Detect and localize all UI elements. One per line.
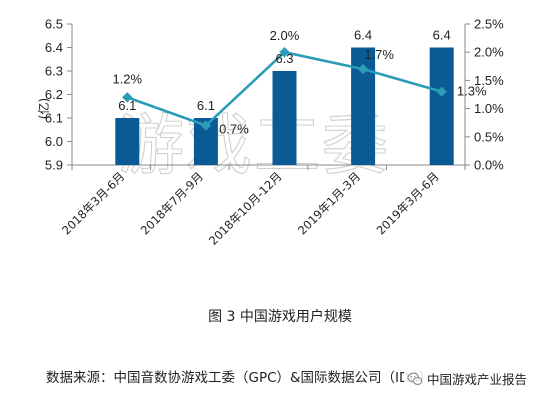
bar-value-label: 6.3 bbox=[275, 51, 293, 66]
right-tick-label: 1.0% bbox=[474, 101, 504, 116]
line-value-label: 2.0% bbox=[270, 28, 300, 43]
left-tick-label: 6.4 bbox=[45, 40, 63, 55]
chart-svg: 游戏工委 5.9 6.0 6.1 6.2 6.3 6.4 6.5 0.0% 0.5% 1.0% 1.… bbox=[36, 17, 504, 248]
category-label: 2018年3月-6月 bbox=[59, 169, 127, 237]
line-point bbox=[200, 120, 212, 131]
wechat-icon bbox=[407, 372, 423, 385]
left-tick-label: 6.1 bbox=[45, 111, 63, 126]
bar-value-label: 6.4 bbox=[433, 28, 451, 43]
line-series bbox=[122, 47, 447, 131]
right-tick-label: 2.5% bbox=[474, 17, 504, 32]
brand-name: 中国游戏产业报告 bbox=[427, 372, 528, 387]
bar-value-label: 6.1 bbox=[197, 98, 215, 113]
line-value-label: 1.7% bbox=[364, 47, 394, 62]
line-value-label: 1.3% bbox=[457, 84, 487, 99]
right-tick-label: 1.5% bbox=[474, 73, 504, 88]
bar-value-label: 6.4 bbox=[354, 28, 372, 43]
left-tick-label: 6.3 bbox=[45, 64, 63, 79]
line-point bbox=[436, 86, 447, 97]
line-point bbox=[357, 63, 369, 75]
left-tick-label: 6.5 bbox=[45, 17, 63, 32]
watermark-text: 游戏工委 bbox=[118, 107, 390, 184]
right-tick-label: 0.0% bbox=[474, 158, 504, 173]
left-axis-label: (亿) bbox=[36, 98, 51, 119]
data-labels: 6.1 6.1 6.3 6.4 6.4 1.2% 0.7% 2.0% 1.7% 1.3% bbox=[112, 28, 486, 137]
bar bbox=[115, 118, 140, 165]
line-value-label: 0.7% bbox=[219, 122, 249, 137]
left-tick-label: 6.0 bbox=[45, 134, 63, 149]
watermark: 游戏工委 bbox=[117, 106, 390, 184]
figure-caption: 图 3 中国游戏用户规模 bbox=[208, 309, 352, 325]
line-point bbox=[122, 92, 133, 103]
left-tick-label: 5.9 bbox=[45, 158, 63, 173]
bar bbox=[429, 47, 454, 165]
right-tick-label: 0.5% bbox=[474, 129, 504, 144]
left-tick-label: 6.2 bbox=[45, 87, 63, 102]
data-source-note: 数据来源：中国音数协游戏工委（GPC）&国际数据公司（IDC） bbox=[46, 370, 433, 386]
bar bbox=[272, 71, 297, 165]
right-tick-label: 2.0% bbox=[474, 45, 504, 60]
bar-value-label: 6.1 bbox=[118, 98, 136, 113]
line-point bbox=[279, 47, 290, 58]
brand-badge: 中国游戏产业报告 bbox=[404, 368, 531, 389]
line-value-label: 1.2% bbox=[112, 71, 142, 86]
